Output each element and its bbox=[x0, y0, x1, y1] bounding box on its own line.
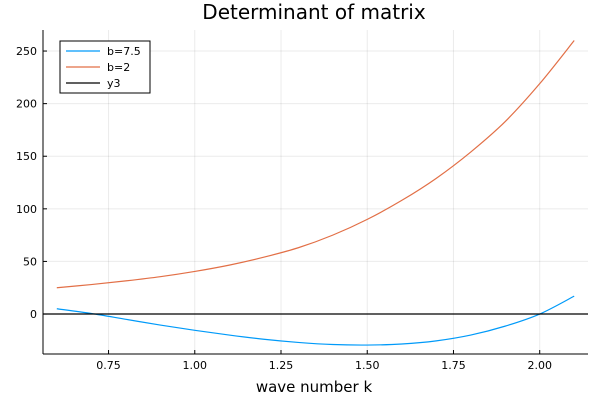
legend-label: b=2 bbox=[107, 61, 130, 74]
y-tick-label: 150 bbox=[16, 150, 37, 163]
y-tick-label: 0 bbox=[30, 308, 37, 321]
series-line-b-2 bbox=[56, 40, 575, 289]
x-tick-label: 1.50 bbox=[355, 359, 380, 372]
legend-label: y3 bbox=[107, 77, 121, 90]
series-line-b-7-5 bbox=[56, 295, 575, 346]
axes bbox=[42, 30, 588, 355]
series-group bbox=[43, 40, 588, 346]
legend: b=7.5 b=2 y3 bbox=[59, 40, 151, 94]
x-axis-label: wave number k bbox=[256, 378, 373, 396]
x-ticks: 0.75 1.00 1.25 1.50 1.75 2.00 bbox=[96, 350, 552, 372]
y-tick-label: 100 bbox=[16, 203, 37, 216]
x-tick-label: 2.00 bbox=[527, 359, 552, 372]
x-tick-label: 1.00 bbox=[183, 359, 208, 372]
legend-label: b=7.5 bbox=[107, 45, 141, 58]
y-tick-label: 50 bbox=[23, 255, 37, 268]
x-tick-label: 1.25 bbox=[269, 359, 294, 372]
x-tick-label: 1.75 bbox=[441, 359, 466, 372]
x-tick-label: 0.75 bbox=[96, 359, 121, 372]
y-ticks: 0 50 100 150 200 250 bbox=[16, 45, 47, 321]
chart-title: Determinant of matrix bbox=[202, 0, 426, 24]
y-tick-label: 250 bbox=[16, 45, 37, 58]
y-tick-label: 200 bbox=[16, 98, 37, 111]
